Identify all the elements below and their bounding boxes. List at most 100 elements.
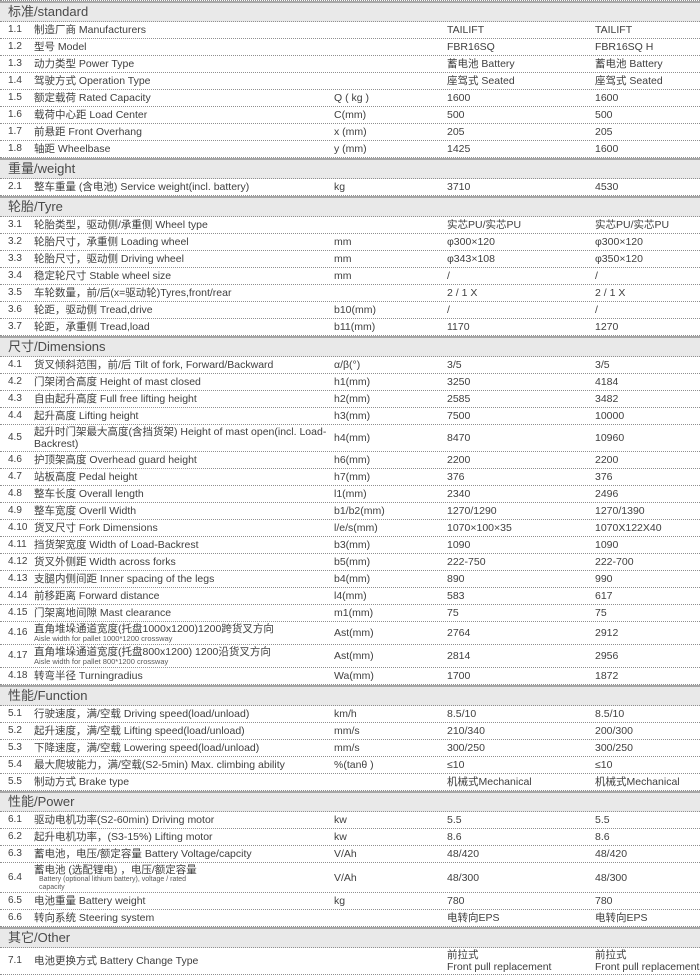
row-value-model-2: 1070X122X40	[595, 522, 662, 534]
row-value-model-2: 2 / 1 X	[595, 287, 626, 299]
row-description-main: 整车重量 (含电池) Service weight(incl. battery)	[34, 181, 250, 193]
row-value-model-2: 48/420	[595, 848, 628, 860]
table-row: 5.4 最大爬坡能力，满/空载(S2-5min) Max. climbing a…	[0, 757, 700, 774]
row-description: 货叉外侧距 Width across forks	[34, 555, 334, 569]
row-number: 4.4	[8, 410, 22, 421]
row-number: 1.4	[8, 75, 22, 86]
row-unit: h2(mm)	[334, 393, 371, 405]
row-value-model-2: φ350×120	[595, 253, 643, 265]
row-description-main: 整车长度 Overall length	[34, 488, 144, 500]
row-value-model-1: 1700	[447, 670, 471, 682]
table-row: 4.4 起升高度 Lifting height h3(mm) 7500 1000…	[0, 408, 700, 425]
row-unit	[334, 917, 447, 919]
table-row: 4.11 挡货架宽度 Width of Load-Backrest b3(mm)…	[0, 537, 700, 554]
row-value-model-2: 前拉式 Front pull replacement	[595, 949, 700, 973]
row-number: 6.1	[8, 814, 22, 825]
row-value-model-1: 机械式Mechanical	[447, 776, 532, 788]
row-description-main: 蓄电池，电压/额定容量 Battery Voltage/capcity	[34, 848, 252, 860]
spec-section: 标准/standard 1.1 制造厂商 Manufacturers TAILI…	[0, 1, 700, 158]
table-row: 4.8 整车长度 Overall length l1(mm) 2340 2496	[0, 486, 700, 503]
row-value-model-2: /	[595, 270, 598, 282]
section-title: 性能/Power	[8, 794, 75, 809]
row-description-main: 自由起升高度 Full free lifting height	[34, 393, 197, 405]
row-unit: y (mm)	[334, 143, 367, 155]
row-value-model-2: 电转向EPS	[595, 912, 648, 924]
table-row: 1.8 轴距 Wheelbase y (mm) 1425 1600	[0, 141, 700, 158]
row-value-model-1: 电转向EPS	[447, 912, 500, 924]
row-value-model-1: 500	[447, 109, 465, 121]
row-unit: b1/b2(mm)	[334, 505, 385, 517]
row-description: 前移距离 Forward distance	[34, 589, 334, 603]
table-row: 3.3 轮胎尺寸，驱动侧 Driving wheel mm φ343×108 φ…	[0, 251, 700, 268]
table-row: 4.12 货叉外侧距 Width across forks b5(mm) 222…	[0, 554, 700, 571]
row-unit: C(mm)	[334, 109, 367, 121]
row-description-main: 挡货架宽度 Width of Load-Backrest	[34, 539, 199, 551]
row-description-main: 直角堆垛通道宽度(托盘1000x1200)1200跨货叉方向	[34, 623, 274, 635]
row-description-main: 直角堆垛通道宽度(托盘800x1200) 1200沿货叉方向	[34, 646, 271, 658]
section-title: 尺寸/Dimensions	[8, 339, 106, 354]
row-description: 蓄电池，电压/额定容量 Battery Voltage/capcity	[34, 847, 334, 861]
section-rows: 6.1 驱动电机功率(S2-60min) Driving motor kw 5.…	[0, 812, 700, 927]
row-value-model-2: /	[595, 304, 598, 316]
section-rows: 1.1 制造厂商 Manufacturers TAILIFT TAILIFT 1…	[0, 22, 700, 158]
row-value-model-1: /	[447, 304, 450, 316]
row-number: 4.14	[8, 590, 28, 601]
section-header: 轮胎/Tyre	[0, 196, 700, 217]
table-row: 4.5 起升时门架最大高度(含挡货架) Height of mast open(…	[0, 425, 700, 452]
row-description: 蓄电池 (选配锂电) ，电压/额定容量 Battery (optional li…	[34, 863, 334, 892]
row-unit: mm/s	[334, 725, 360, 737]
spec-section: 性能/Function 5.1 行驶速度，满/空载 Driving speed(…	[0, 685, 700, 791]
row-description: 支腿内侧间距 Inner spacing of the legs	[34, 572, 334, 586]
row-number: 3.7	[8, 321, 22, 332]
row-description-main: 轮胎尺寸，驱动侧 Driving wheel	[34, 253, 184, 265]
row-number: 1.3	[8, 58, 22, 69]
row-value-model-1: 3710	[447, 181, 471, 193]
row-value-model-2: 2200	[595, 454, 619, 466]
row-value-model-2: 2912	[595, 627, 619, 639]
row-value-model-2: 4184	[595, 376, 619, 388]
table-row: 3.5 车轮数量，前/后(x=驱动轮)Tyres,front/rear 2 / …	[0, 285, 700, 302]
row-description-main: 稳定轮尺寸 Stable wheel size	[34, 270, 172, 282]
table-row: 4.9 整车宽度 Overll Width b1/b2(mm) 1270/129…	[0, 503, 700, 520]
row-description: 起升速度，满/空载 Lifting speed(load/unload)	[34, 724, 334, 738]
row-description: 电池重量 Battery weight	[34, 894, 334, 908]
row-unit: b3(mm)	[334, 539, 371, 551]
row-value-model-2: 1090	[595, 539, 619, 551]
row-number: 4.7	[8, 471, 22, 482]
row-description-main: 前移距离 Forward distance	[34, 590, 160, 602]
table-row: 6.2 起升电机功率，(S3-15%) Lifting motor kw 8.6…	[0, 829, 700, 846]
row-number: 4.16	[8, 627, 28, 638]
row-value-model-1: 300/250	[447, 742, 485, 754]
row-value-model-2: 75	[595, 607, 607, 619]
row-number: 2.1	[8, 181, 22, 192]
row-number: 3.3	[8, 253, 22, 264]
row-value-model-1: 205	[447, 126, 465, 138]
table-row: 5.1 行驶速度，满/空载 Driving speed(load/unload)…	[0, 706, 700, 723]
row-unit	[334, 960, 447, 962]
row-unit: h6(mm)	[334, 454, 371, 466]
row-description: 轮距，承重侧 Tread,load	[34, 320, 334, 334]
row-description-main: 货叉尺寸 Fork Dimensions	[34, 522, 158, 534]
section-title: 其它/Other	[8, 930, 71, 945]
row-number: 3.5	[8, 287, 22, 298]
row-value-model-2: 1270/1390	[595, 505, 645, 517]
section-header: 标准/standard	[0, 1, 700, 22]
row-unit: b4(mm)	[334, 573, 371, 585]
row-number: 5.2	[8, 725, 22, 736]
table-row: 4.18 转弯半径 Turningradius Wa(mm) 1700 1872	[0, 668, 700, 685]
row-unit	[334, 29, 447, 31]
spec-section: 重量/weight 2.1 整车重量 (含电池) Service weight(…	[0, 158, 700, 196]
row-description: 最大爬坡能力，满/空载(S2-5min) Max. climbing abili…	[34, 758, 334, 772]
row-description-sub: Aisle width for pallet 1000*1200 crosswa…	[34, 634, 173, 643]
row-unit: α/β(°)	[334, 359, 361, 371]
row-description: 轮距，驱动侧 Tread,drive	[34, 303, 334, 317]
row-description: 门架离地间隙 Mast clearance	[34, 606, 334, 620]
table-row: 4.17 直角堆垛通道宽度(托盘800x1200) 1200沿货叉方向 Aisl…	[0, 645, 700, 668]
row-value-model-1: 48/300	[447, 871, 480, 884]
section-header: 性能/Power	[0, 791, 700, 812]
row-description-main: 货叉外侧距 Width across forks	[34, 556, 176, 568]
row-unit: Q ( kg )	[334, 92, 370, 104]
row-number: 6.3	[8, 848, 22, 859]
table-row: 1.4 驾驶方式 Operation Type 座驾式 Seated 座驾式 S…	[0, 73, 700, 90]
row-description: 轴距 Wheelbase	[34, 142, 334, 156]
